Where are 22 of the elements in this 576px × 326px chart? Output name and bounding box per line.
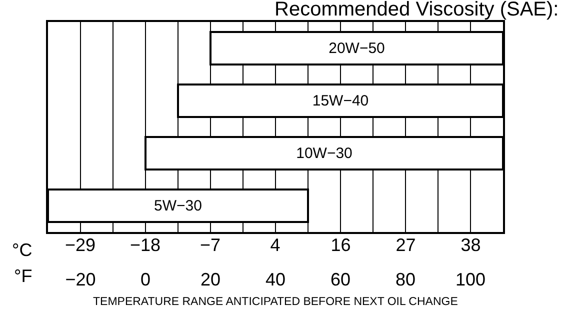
x-tick-label: 0 xyxy=(140,270,151,290)
x2-tick-label: −18 xyxy=(130,235,160,255)
x-axis-title: °F xyxy=(14,266,32,286)
x2-axis-title: °C xyxy=(12,240,32,260)
x-tick-label: 60 xyxy=(330,270,351,290)
x2-tick-label: −29 xyxy=(64,235,96,255)
x-tick-label: 80 xyxy=(395,270,416,290)
x2-tick-label: 38 xyxy=(460,235,481,255)
x-tick-label: 40 xyxy=(265,270,286,290)
y-tick-label: 15W−40 xyxy=(312,92,369,110)
x-tick-label: 100 xyxy=(455,270,486,290)
x2-tick-label: 4 xyxy=(270,235,280,255)
x-tick-label: 20 xyxy=(200,270,221,290)
x2-tick-label: 16 xyxy=(330,235,351,255)
text: TEMPERATURE RANGE ANTICIPATED BEFORE NEXT OIL CHANGE xyxy=(93,296,458,308)
x2-tick-label: −7 xyxy=(200,235,220,255)
x-tick-label: −20 xyxy=(65,270,96,290)
y-tick-label: 5W−30 xyxy=(154,197,202,214)
y-tick-label: 20W−50 xyxy=(328,40,385,57)
chart-title: Recommended Viscosity (SAE): xyxy=(274,0,559,21)
y-tick-label: 10W−30 xyxy=(296,144,352,162)
x2-tick-label: 27 xyxy=(396,235,416,255)
